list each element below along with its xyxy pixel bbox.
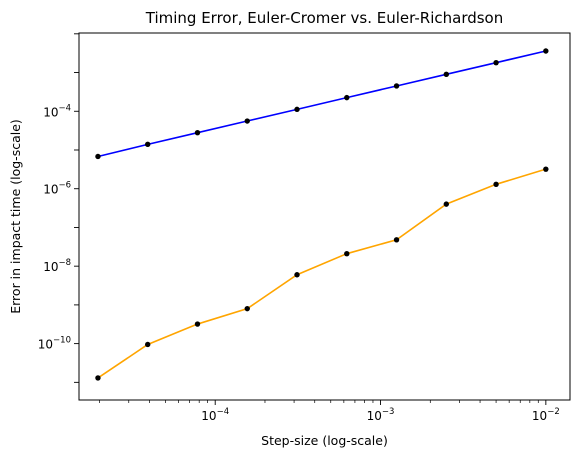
x-axis: 10−4 10−3 10−2: [99, 400, 560, 423]
series-line-2: [97, 168, 547, 379]
y-tick-label: 10−8: [43, 258, 71, 274]
data-point: [393, 237, 400, 243]
x-axis-label: Step-size (log-scale): [261, 433, 388, 448]
series-line-1: [97, 50, 547, 158]
data-point: [145, 141, 151, 148]
data-point: [443, 201, 450, 207]
data-point: [493, 181, 499, 188]
chart-title: Timing Error, Euler-Cromer vs. Euler-Ric…: [145, 9, 504, 27]
data-point: [443, 71, 450, 78]
data-point: [95, 153, 101, 160]
data-point: [344, 250, 350, 257]
data-point: [543, 48, 549, 54]
data-point: [145, 341, 151, 348]
y-tick-label: 10−4: [43, 103, 71, 119]
data-point: [244, 118, 250, 124]
plot-area: [78, 32, 571, 401]
data-point: [493, 59, 499, 66]
y-tick-label: 10−10: [38, 336, 71, 352]
x-tick-label: 10−3: [367, 407, 395, 423]
data-point: [543, 166, 549, 172]
x-tick-label: 10−2: [532, 407, 560, 423]
x-tick-label: 10−4: [201, 407, 229, 423]
data-point: [393, 83, 400, 89]
data-point: [194, 129, 201, 136]
data-point: [244, 305, 250, 312]
data-point: [294, 106, 300, 113]
data-point: [344, 94, 350, 101]
plot-frame: [78, 32, 571, 401]
y-tick-label: 10−6: [43, 181, 71, 197]
y-axis-label: Error in impact time (log-scale): [8, 119, 23, 314]
data-point: [294, 272, 300, 278]
data-point: [95, 375, 101, 381]
y-axis: 10−10 10−8 10−6 10−4: [38, 33, 79, 383]
data-point: [194, 321, 201, 327]
